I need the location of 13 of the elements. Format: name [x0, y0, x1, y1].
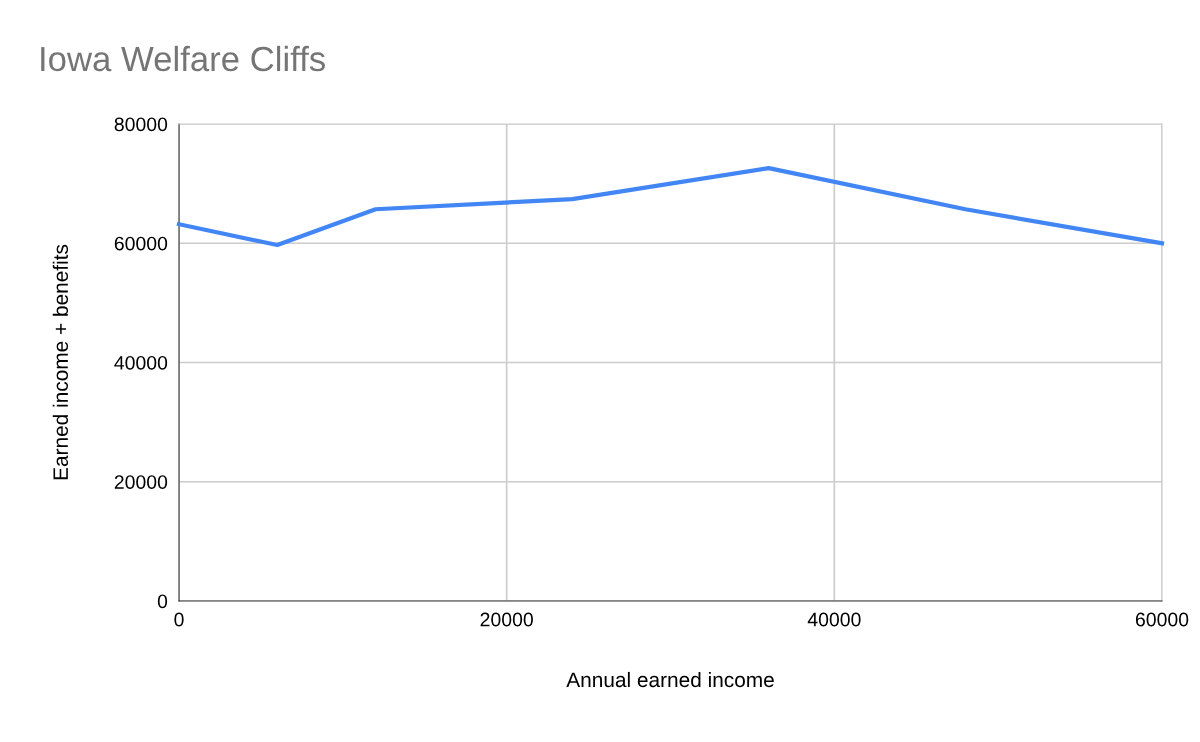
x-tick-label: 40000: [807, 612, 861, 627]
x-axis-title: Annual earned income: [566, 671, 774, 688]
y-tick-label: 20000: [114, 475, 168, 489]
x-tick-label: 0: [174, 612, 184, 627]
y-tick-label: 40000: [114, 355, 168, 370]
x-tick-label: 20000: [480, 612, 533, 627]
y-tick-label: 80000: [114, 117, 168, 132]
y-axis-title: Earned income + benefits: [52, 244, 69, 480]
x-tick-label: 60000: [1135, 612, 1189, 627]
chart-title: Iowa Welfare Cliffs: [41, 45, 325, 72]
y-tick-label: 0: [157, 594, 168, 609]
y-tick-label: 60000: [114, 236, 168, 251]
line-series: [176, 166, 1165, 248]
